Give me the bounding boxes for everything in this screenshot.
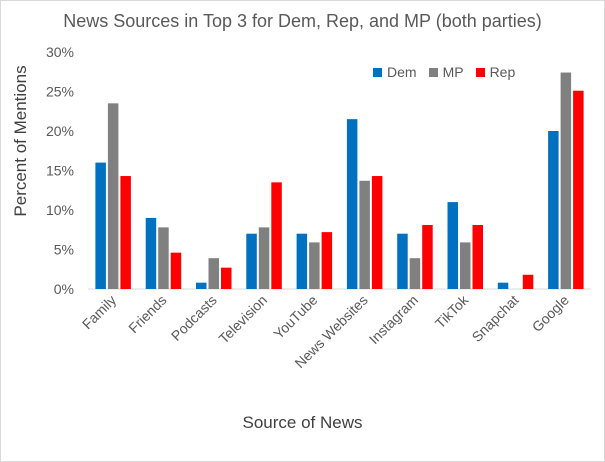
legend-swatch-mp — [428, 67, 438, 77]
x-tick-label: Family — [79, 292, 119, 332]
bar-rep — [221, 267, 232, 289]
legend-label-mp: MP — [442, 64, 464, 80]
chart-title: News Sources in Top 3 for Dem, Rep, and … — [63, 11, 542, 31]
bar-dem — [196, 282, 207, 289]
bar-rep — [120, 176, 131, 289]
legend-swatch-dem — [373, 67, 382, 77]
bar-dem — [296, 233, 308, 289]
legend-label-dem: Dem — [387, 64, 417, 80]
y-tick-label: 30% — [46, 44, 74, 60]
legend: Dem MP Rep — [373, 64, 515, 80]
bar-dem — [246, 233, 257, 289]
bar-dem — [447, 202, 458, 289]
bar-dem — [397, 233, 408, 289]
bar-rep — [573, 90, 584, 290]
legend-item-dem: Dem — [373, 64, 417, 80]
x-tick-label: Google — [529, 292, 572, 335]
x-tick-label: YouTube — [270, 292, 320, 342]
x-tick-label: Podcasts — [168, 292, 220, 344]
bar-dem — [548, 131, 559, 289]
y-tick-label: 5% — [54, 242, 74, 258]
bar-rep — [170, 252, 182, 289]
bar-mp — [208, 258, 219, 289]
bar-rep — [472, 225, 483, 289]
bar-dem — [145, 217, 157, 289]
legend-item-mp: MP — [428, 64, 464, 80]
bar-rep — [422, 225, 433, 289]
x-axis-label: Source of News — [242, 413, 363, 432]
bar-mp — [107, 103, 119, 289]
bar-rep — [321, 232, 333, 289]
bar-mp — [158, 227, 169, 289]
y-tick-label: 15% — [46, 163, 74, 179]
bar-mp — [409, 258, 421, 289]
legend-label-rep: Rep — [489, 64, 516, 80]
y-tick-label: 10% — [46, 202, 74, 218]
bar-dem — [497, 282, 509, 289]
legend-swatch-rep — [475, 67, 485, 77]
x-tick-label: Friends — [125, 292, 169, 336]
legend-item-rep: Rep — [475, 64, 516, 80]
bar-rep — [271, 182, 282, 289]
bar-dem — [95, 162, 106, 289]
bar-dem — [346, 119, 358, 290]
x-tick-label: Instagram — [366, 292, 421, 347]
x-tick-label: TikTok — [432, 291, 472, 331]
y-tick-label: 0% — [54, 281, 74, 297]
bar-rep — [522, 274, 534, 289]
x-tick-label: Television — [215, 292, 270, 347]
bar-rep — [371, 176, 383, 289]
y-tick-label: 20% — [46, 123, 74, 139]
bar-mp — [560, 72, 572, 289]
bar-mp — [309, 242, 320, 289]
bar-mp — [258, 227, 270, 289]
bar-mp — [359, 180, 370, 289]
y-tick-label: 25% — [46, 84, 74, 100]
x-tick-label: Snapchat — [469, 292, 522, 345]
bar-mp — [460, 242, 471, 289]
